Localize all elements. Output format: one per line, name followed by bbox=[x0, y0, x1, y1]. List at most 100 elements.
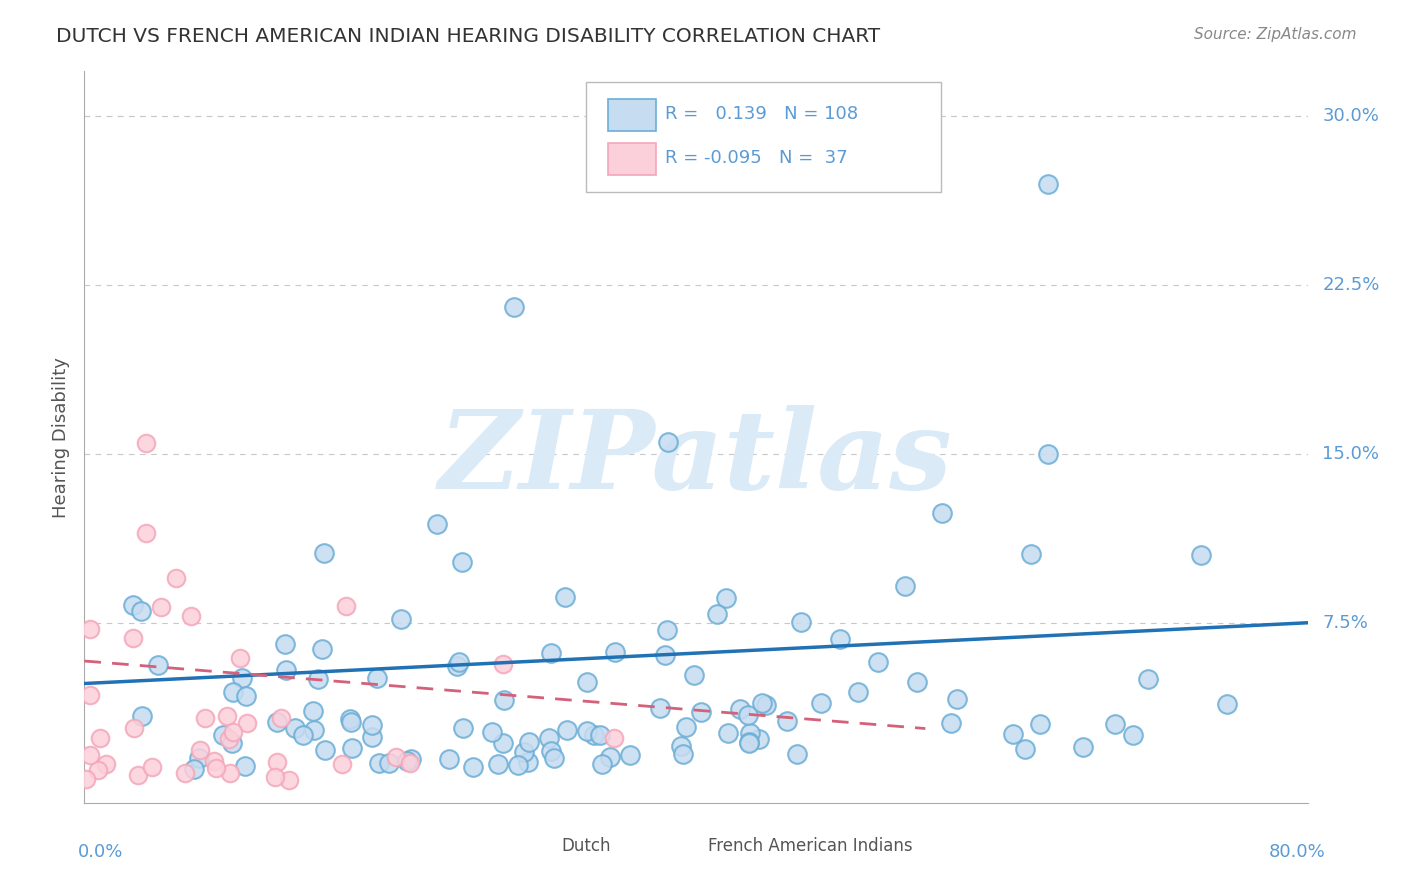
Point bbox=[513, 745, 536, 759]
Point bbox=[486, 757, 509, 772]
Point bbox=[557, 723, 579, 738]
Point bbox=[366, 671, 388, 685]
Point bbox=[401, 751, 423, 765]
Point bbox=[446, 659, 468, 673]
Text: 80.0%: 80.0% bbox=[1270, 843, 1326, 861]
Point bbox=[1014, 741, 1036, 756]
Point bbox=[217, 708, 239, 723]
Point bbox=[180, 609, 202, 624]
Point bbox=[221, 685, 243, 699]
Point bbox=[122, 632, 145, 646]
Point bbox=[751, 696, 773, 710]
Point bbox=[461, 760, 484, 774]
Point bbox=[447, 655, 470, 669]
Point bbox=[340, 741, 363, 756]
Point bbox=[755, 698, 778, 712]
Point bbox=[582, 727, 605, 741]
Point bbox=[537, 731, 560, 745]
Text: Dutch: Dutch bbox=[561, 837, 612, 855]
Point bbox=[360, 718, 382, 732]
Point bbox=[190, 742, 212, 756]
Point bbox=[540, 646, 562, 660]
Point bbox=[1019, 547, 1042, 561]
Point bbox=[218, 731, 240, 746]
Point bbox=[302, 704, 325, 718]
Point bbox=[737, 707, 759, 722]
Y-axis label: Hearing Disability: Hearing Disability bbox=[52, 357, 70, 517]
Point bbox=[894, 579, 917, 593]
Point bbox=[122, 721, 145, 735]
Point bbox=[304, 723, 326, 737]
Point bbox=[603, 645, 626, 659]
Point bbox=[270, 711, 292, 725]
Point bbox=[79, 748, 101, 763]
FancyBboxPatch shape bbox=[607, 99, 655, 131]
Point bbox=[75, 772, 97, 787]
Point bbox=[340, 714, 363, 729]
Point bbox=[1036, 447, 1059, 461]
Point bbox=[481, 725, 503, 739]
Point bbox=[1029, 717, 1052, 731]
Point bbox=[830, 632, 852, 647]
Point bbox=[1136, 672, 1159, 686]
Point bbox=[1122, 728, 1144, 742]
Point bbox=[149, 599, 172, 614]
Point bbox=[274, 637, 297, 651]
Point bbox=[543, 751, 565, 765]
Point bbox=[235, 689, 257, 703]
Point bbox=[846, 684, 869, 698]
Point bbox=[312, 546, 335, 560]
Point bbox=[311, 641, 333, 656]
Point bbox=[426, 516, 449, 531]
Point bbox=[682, 668, 704, 682]
Text: French American Indians: French American Indians bbox=[709, 837, 912, 855]
Point bbox=[657, 624, 679, 638]
Point bbox=[222, 724, 245, 739]
Point bbox=[398, 756, 420, 771]
Point bbox=[135, 435, 157, 450]
Point bbox=[439, 752, 461, 766]
Point bbox=[204, 761, 226, 775]
Point bbox=[716, 591, 738, 605]
Point bbox=[378, 756, 401, 771]
FancyBboxPatch shape bbox=[522, 834, 558, 858]
Point bbox=[1001, 726, 1024, 740]
Point bbox=[339, 712, 361, 726]
Point bbox=[274, 663, 297, 677]
Point bbox=[165, 571, 187, 585]
Point bbox=[941, 716, 963, 731]
Text: ZIPatlas: ZIPatlas bbox=[439, 405, 953, 513]
Point bbox=[502, 301, 524, 315]
Point bbox=[706, 607, 728, 621]
Text: 7.5%: 7.5% bbox=[1322, 614, 1368, 632]
Point bbox=[1189, 548, 1212, 562]
Point bbox=[368, 756, 391, 771]
Point bbox=[94, 756, 117, 771]
Point bbox=[141, 760, 163, 774]
Point bbox=[451, 721, 474, 735]
Point bbox=[654, 648, 676, 662]
Point bbox=[494, 693, 516, 707]
Point bbox=[575, 724, 598, 739]
Point bbox=[810, 696, 832, 710]
Point bbox=[657, 434, 679, 449]
Point bbox=[905, 675, 928, 690]
Point bbox=[127, 767, 149, 781]
Point bbox=[135, 525, 157, 540]
Text: 22.5%: 22.5% bbox=[1322, 277, 1379, 294]
Point bbox=[266, 714, 288, 729]
FancyBboxPatch shape bbox=[607, 143, 655, 175]
Point bbox=[1071, 739, 1094, 754]
Point bbox=[231, 671, 253, 685]
Point bbox=[229, 651, 252, 665]
Point bbox=[292, 728, 315, 742]
Text: 0.0%: 0.0% bbox=[79, 843, 124, 861]
Point bbox=[384, 750, 406, 764]
Point bbox=[619, 747, 641, 762]
Point bbox=[603, 731, 626, 745]
Point bbox=[508, 758, 530, 772]
Point bbox=[866, 655, 889, 669]
Point bbox=[86, 763, 108, 777]
Point bbox=[277, 772, 299, 787]
Point bbox=[131, 603, 153, 617]
